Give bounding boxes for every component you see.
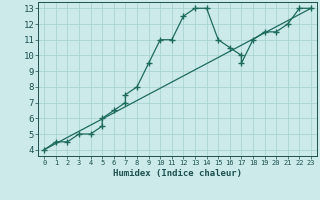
X-axis label: Humidex (Indice chaleur): Humidex (Indice chaleur) — [113, 169, 242, 178]
